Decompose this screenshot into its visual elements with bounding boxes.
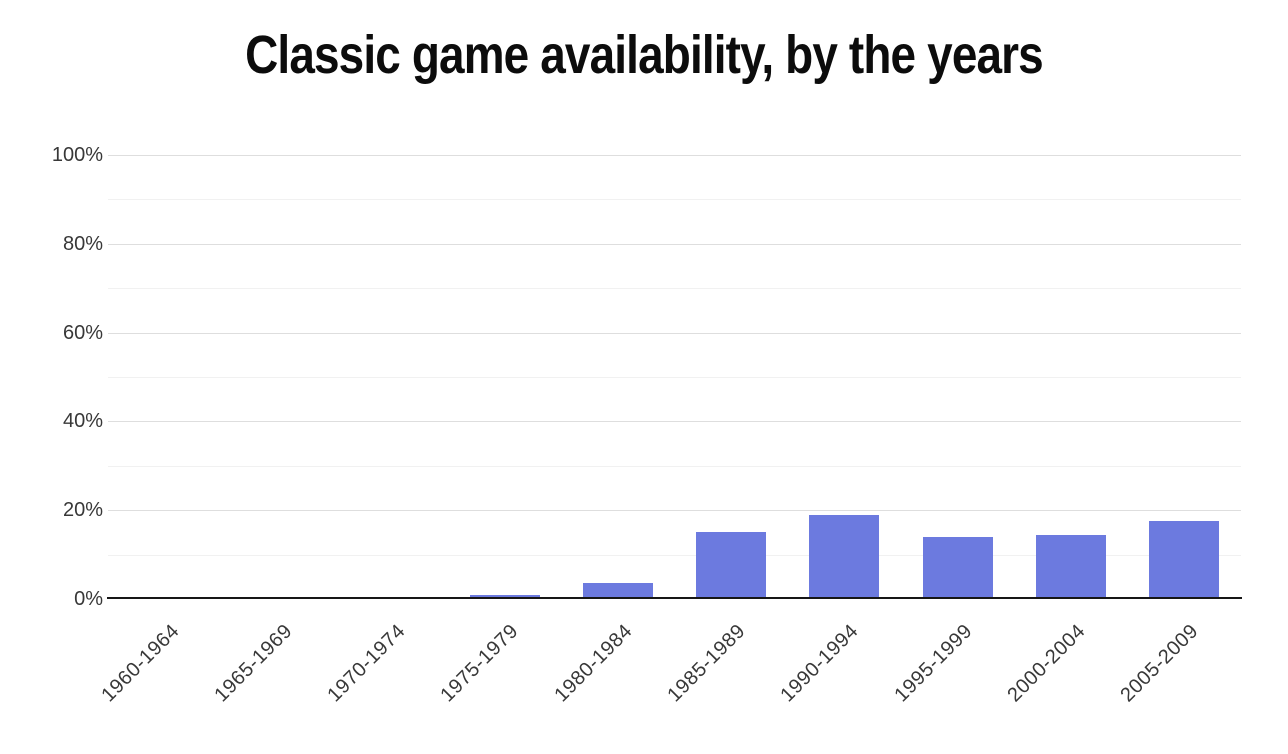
x-axis-tick-label: 2000-2004 (1003, 620, 1090, 707)
y-gridline-minor (108, 199, 1241, 201)
y-gridline-major (108, 243, 1241, 245)
bar (469, 594, 540, 599)
y-gridline-minor (108, 377, 1241, 378)
x-axis-tick-label: 1970-1974 (323, 620, 410, 707)
y-axis-tick-label: 20% (62, 499, 103, 522)
bar (1036, 534, 1107, 599)
bar (582, 583, 653, 599)
y-axis-tick-label: 100% (51, 144, 103, 166)
x-axis-tick-label: 1990-1994 (776, 620, 864, 707)
y-axis-tick-label: 40% (62, 410, 103, 433)
x-axis-tick-label: 2005-2009 (1116, 620, 1203, 707)
chart-title: Classic game availability, by the years (245, 25, 1044, 85)
y-gridline-minor (108, 465, 1241, 467)
y-gridline-minor (108, 288, 1241, 290)
y-gridline-major (108, 510, 1241, 512)
y-axis-tick-label: 80% (62, 232, 103, 255)
y-axis-tick-label: 0% (74, 588, 103, 610)
x-axis-tick-label: 1960-1964 (96, 620, 184, 707)
x-axis-tick-label: 1975-1979 (436, 620, 524, 707)
y-gridline-major (108, 155, 1241, 156)
x-axis-tick-label: 1980-1984 (550, 620, 637, 707)
bar (809, 514, 880, 599)
x-axis-tick-label: 1985-1989 (663, 620, 750, 707)
x-axis-line (107, 597, 1242, 599)
bar (696, 532, 767, 599)
x-axis-tick-label: 1965-1969 (210, 620, 297, 707)
bar (922, 536, 993, 599)
x-axis-tick-label: 1995-1999 (889, 620, 977, 707)
bar (1149, 521, 1220, 599)
y-axis-tick-label: 60% (62, 321, 103, 344)
y-gridline-major (108, 332, 1241, 334)
y-gridline-minor (108, 554, 1241, 556)
y-gridline-major (108, 421, 1241, 423)
